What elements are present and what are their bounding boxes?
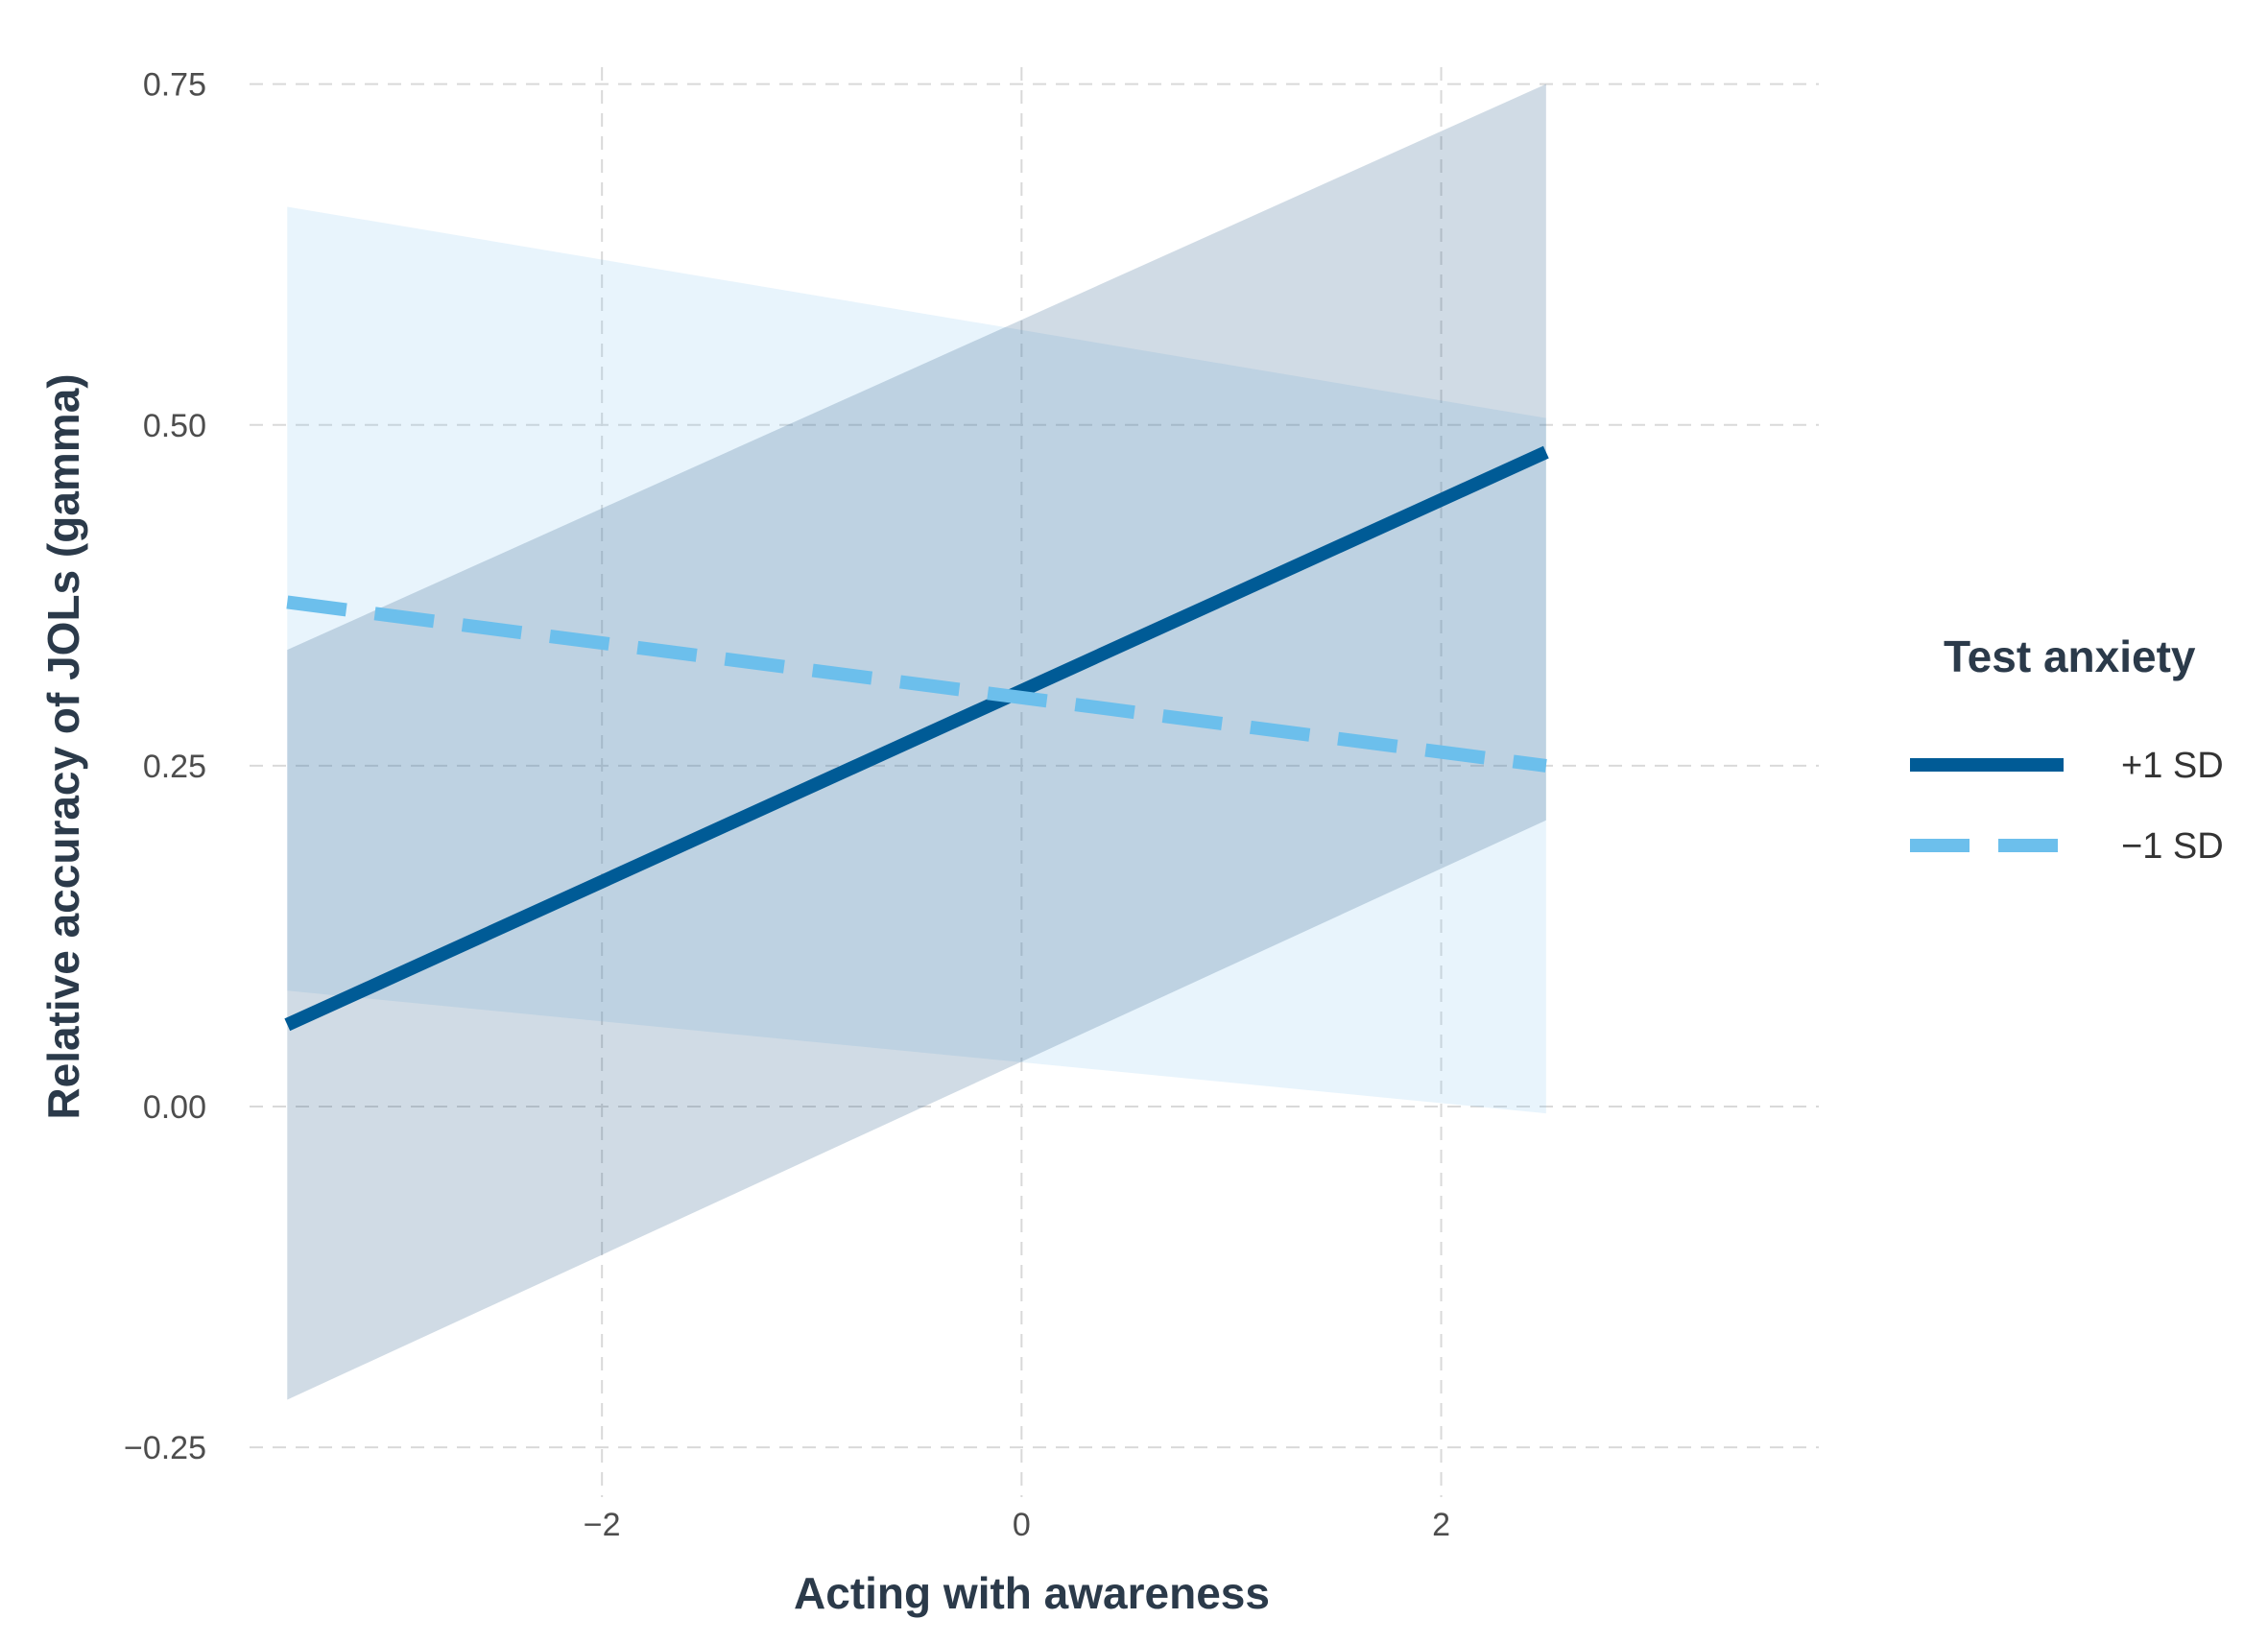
series-lines [284,445,1549,1032]
y-tick-label: 0.75 [143,67,206,104]
legend-label-minus-1sd: −1 SD [2121,826,2224,867]
y-tick-label: 0.25 [143,749,206,785]
grid [250,67,1819,1497]
y-tick-label: −0.25 [124,1430,206,1466]
legend-title: Test anxiety [1944,631,2196,681]
series-line-plus-1sd [284,445,1549,1032]
tick-labels: −0.25 0.00 0.25 0.50 0.75 −2 0 2 [124,67,1450,1543]
legend: Test anxiety +1 SD −1 SD [1910,631,2224,867]
x-tick-label: −2 [584,1507,621,1543]
x-tick-label: 2 [1432,1507,1450,1543]
series-line-minus-1sd [286,595,1547,773]
x-axis-title: Acting with awareness [794,1568,1270,1618]
legend-label-plus-1sd: +1 SD [2121,746,2224,786]
y-tick-label: 0.50 [143,408,206,444]
y-tick-label: 0.00 [143,1089,206,1126]
y-axis-title: Relative accuracy of JOLs (gamma) [38,373,88,1119]
x-tick-label: 0 [1013,1507,1031,1543]
